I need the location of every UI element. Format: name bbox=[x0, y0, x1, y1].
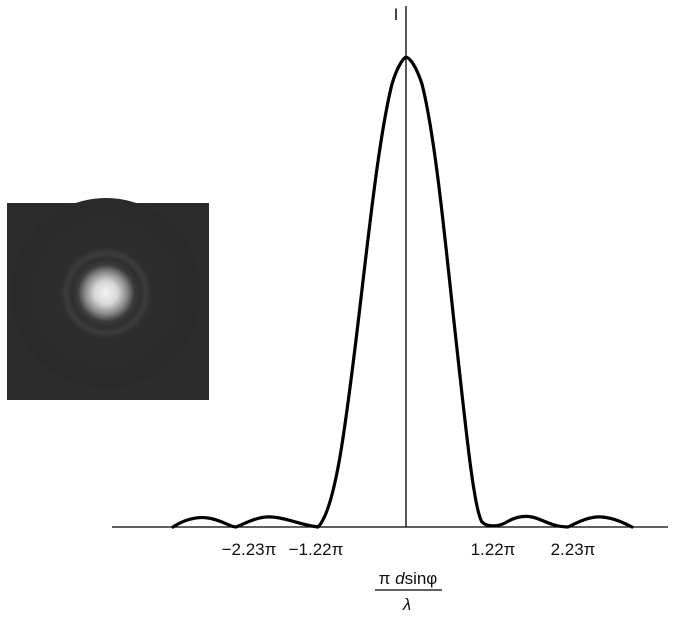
airy-disk-image bbox=[7, 198, 209, 400]
tick-label-neg-2-23: −2.23π bbox=[222, 540, 277, 559]
x-axis-label-denominator: λ bbox=[402, 595, 411, 614]
tick-label-neg-1-22: −1.22π bbox=[289, 540, 344, 559]
x-axis-label-numerator: π dsinφ bbox=[379, 569, 438, 588]
x-axis-label: π dsinφ λ bbox=[375, 569, 442, 614]
y-axis-label: I bbox=[394, 5, 399, 24]
intensity-curve bbox=[171, 55, 634, 529]
tick-label-pos-1-22: 1.22π bbox=[471, 540, 516, 559]
tick-label-pos-2-23: 2.23π bbox=[551, 540, 596, 559]
airy-disk-pattern bbox=[11, 198, 201, 388]
